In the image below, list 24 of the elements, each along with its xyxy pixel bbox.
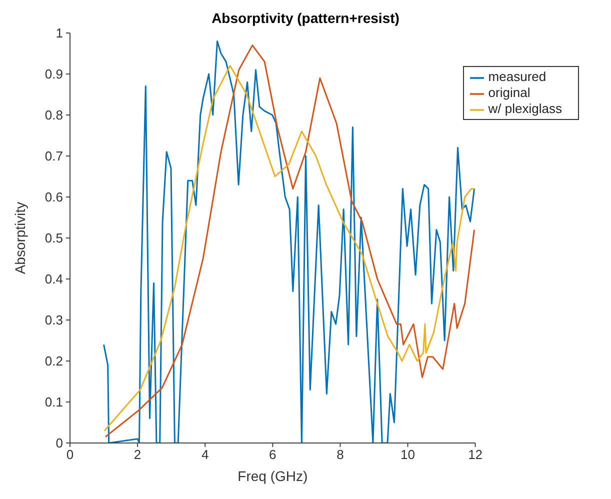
- x-tick-label: 12: [468, 447, 483, 462]
- legend-label: original: [488, 85, 530, 100]
- y-tick-label: 0.2: [44, 354, 63, 369]
- y-axis-title: Absorptivity: [12, 202, 28, 274]
- x-tick-label: 4: [201, 447, 209, 462]
- x-axis-title: Freq (GHz): [238, 468, 308, 484]
- x-tick-label: 10: [400, 447, 415, 462]
- y-tick-label: 0.1: [44, 394, 63, 410]
- y-tick-label: 0: [56, 436, 63, 451]
- y-tick-label: 0.5: [44, 230, 63, 246]
- legend-label: w/ plexiglass: [488, 101, 562, 116]
- y-tick-label: 0.4: [44, 272, 63, 287]
- y-tick-label: 0.6: [44, 190, 63, 205]
- y-tick-label: 0.3: [44, 312, 63, 328]
- x-tick-label: 8: [336, 447, 344, 462]
- y-tick-label: 1: [56, 26, 63, 41]
- legend-label: measured: [488, 69, 546, 84]
- x-tick-label: 6: [269, 447, 276, 462]
- y-tick-label: 0.8: [44, 108, 63, 123]
- x-tick-label: 0: [66, 447, 74, 462]
- y-tick-label: 0.7: [44, 148, 63, 164]
- chart-title: Absorptivity (pattern+resist): [212, 10, 400, 26]
- x-tick-label: 2: [134, 447, 142, 462]
- y-tick-label: 0.9: [44, 66, 63, 82]
